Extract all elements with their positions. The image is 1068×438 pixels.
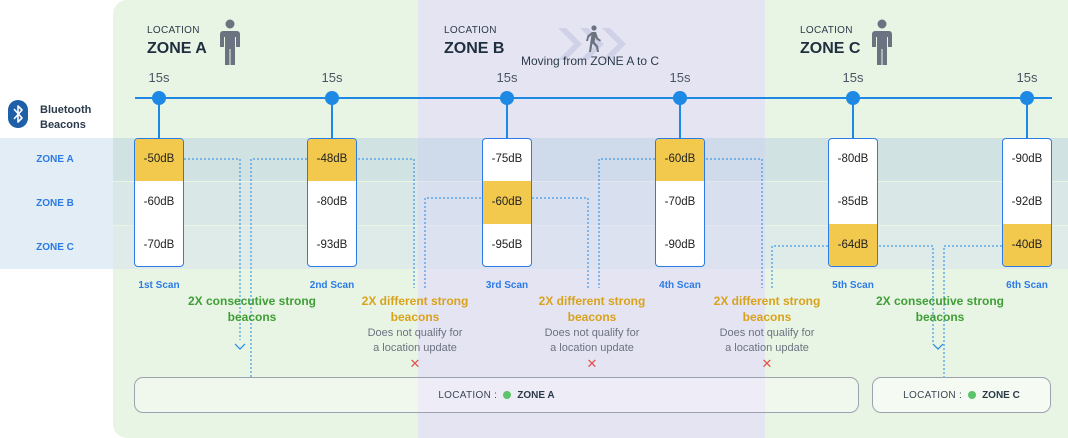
scan-box: -90dB -92dB -40dB bbox=[1002, 138, 1052, 267]
scan-box: -48dB -80dB -93dB bbox=[307, 138, 357, 267]
zone-b-title: ZONE B bbox=[444, 40, 505, 57]
scan-label: 4th Scan bbox=[659, 280, 701, 291]
scan-label: 2nd Scan bbox=[309, 280, 355, 291]
result-box-zone-c: LOCATION : ZONE C bbox=[872, 377, 1051, 413]
beacons-label-line2: Beacons bbox=[40, 119, 86, 131]
signal-cell: -90dB bbox=[1011, 153, 1043, 165]
result-zone: ZONE A bbox=[517, 389, 555, 401]
chevron-down-icon bbox=[234, 343, 246, 350]
row-label-zone-a: ZONE A bbox=[36, 154, 74, 165]
strong-signal-cell: -64dB bbox=[829, 224, 877, 266]
note-different-2-line1: 2X different strong bbox=[538, 294, 646, 308]
timeline-dot bbox=[325, 91, 339, 105]
row-label-band bbox=[0, 138, 113, 269]
timeline-dot bbox=[152, 91, 166, 105]
signal-cell: -90dB bbox=[664, 239, 696, 251]
note-consecutive-a-line2: beacons bbox=[227, 310, 277, 324]
scan-stem bbox=[331, 98, 333, 138]
note-different-3-line1: 2X different strong bbox=[713, 294, 821, 308]
timeline-dot bbox=[500, 91, 514, 105]
note-noqualify-3-line1: Does not qualify for bbox=[719, 327, 815, 339]
person-standing-icon bbox=[872, 19, 892, 65]
strong-signal-cell: -48dB bbox=[308, 139, 356, 181]
scan-box: -60dB -70dB -90dB bbox=[655, 138, 705, 267]
scan-stem bbox=[852, 98, 854, 138]
note-noqualify-3-line2: a location update bbox=[725, 342, 809, 354]
note-different-1-line1: 2X different strong bbox=[361, 294, 469, 308]
note-noqualify-2-line2: a location update bbox=[550, 342, 634, 354]
signal-cell: -75dB bbox=[491, 153, 523, 165]
zone-b-location-label: LOCATION bbox=[444, 25, 497, 36]
row-label-zone-c: ZONE C bbox=[36, 242, 74, 253]
note-consecutive-c-line1: 2X consecutive strong bbox=[875, 294, 1005, 308]
scan-stem bbox=[1026, 98, 1028, 138]
moving-text: Moving from ZONE A to C bbox=[521, 54, 660, 68]
close-icon: ✕ bbox=[586, 356, 598, 371]
scan-label: 3rd Scan bbox=[485, 280, 529, 291]
person-walking-icon bbox=[586, 25, 601, 52]
chevron-down-icon bbox=[932, 343, 944, 350]
timeline-dot bbox=[1020, 91, 1034, 105]
timeline-dot bbox=[673, 91, 687, 105]
zone-a-title: ZONE A bbox=[147, 40, 207, 57]
interval-label: 15s bbox=[842, 70, 864, 85]
signal-cell: -70dB bbox=[664, 196, 696, 208]
note-consecutive-a-line1: 2X consecutive strong bbox=[187, 294, 317, 308]
signal-cell: -80dB bbox=[316, 196, 348, 208]
timeline-dot bbox=[846, 91, 860, 105]
scan-stem bbox=[679, 98, 681, 138]
timeline-line bbox=[135, 97, 1052, 99]
scan-label: 6th Scan bbox=[1006, 280, 1048, 291]
interval-label: 15s bbox=[1016, 70, 1038, 85]
zone-c-location-label: LOCATION bbox=[800, 25, 853, 36]
interval-label: 15s bbox=[496, 70, 518, 85]
scan-label: 5th Scan bbox=[832, 280, 874, 291]
person-standing-icon bbox=[220, 19, 240, 65]
note-different-1-line2: beacons bbox=[390, 310, 440, 324]
signal-cell: -70dB bbox=[143, 239, 175, 251]
beacons-label-line1: Bluetooth bbox=[40, 104, 92, 116]
interval-label: 15s bbox=[321, 70, 343, 85]
result-label: LOCATION : bbox=[438, 389, 498, 401]
status-dot bbox=[968, 391, 977, 399]
note-consecutive-c-line2: beacons bbox=[915, 310, 965, 324]
interval-label: 15s bbox=[669, 70, 691, 85]
scan-stem bbox=[506, 98, 508, 138]
strong-signal-cell: -60dB bbox=[483, 181, 531, 224]
close-icon: ✕ bbox=[409, 356, 421, 371]
note-noqualify-2-line1: Does not qualify for bbox=[544, 327, 640, 339]
signal-cell: -80dB bbox=[837, 153, 869, 165]
scan-box: -80dB -85dB -64dB bbox=[828, 138, 878, 267]
scan-stem bbox=[158, 98, 160, 138]
strong-signal-cell: -60dB bbox=[656, 139, 704, 181]
zone-b-background bbox=[418, 0, 765, 438]
row-label-zone-b: ZONE B bbox=[36, 198, 74, 209]
signal-cell: -85dB bbox=[837, 196, 869, 208]
interval-label: 15s bbox=[148, 70, 170, 85]
zone-c-title: ZONE C bbox=[800, 40, 861, 57]
close-icon: ✕ bbox=[761, 356, 773, 371]
note-noqualify-1-line1: Does not qualify for bbox=[367, 327, 463, 339]
signal-cell: -95dB bbox=[491, 239, 523, 251]
strong-signal-cell: -40dB bbox=[1003, 224, 1051, 266]
scan-box: -50dB -60dB -70dB bbox=[134, 138, 184, 267]
signal-cell: -60dB bbox=[143, 196, 175, 208]
scan-label: 1st Scan bbox=[138, 280, 180, 291]
signal-cell: -93dB bbox=[316, 239, 348, 251]
result-zone: ZONE C bbox=[982, 389, 1020, 401]
result-label: LOCATION : bbox=[903, 389, 963, 401]
note-noqualify-1-line2: a location update bbox=[373, 342, 457, 354]
result-box-zone-a: LOCATION : ZONE A bbox=[134, 377, 859, 413]
bluetooth-icon bbox=[8, 100, 28, 128]
note-different-2-line2: beacons bbox=[567, 310, 617, 324]
zone-a-location-label: LOCATION bbox=[147, 25, 200, 36]
signal-cell: -92dB bbox=[1011, 196, 1043, 208]
status-dot bbox=[503, 391, 512, 399]
scan-box: -75dB -60dB -95dB bbox=[482, 138, 532, 267]
note-different-3-line2: beacons bbox=[742, 310, 792, 324]
strong-signal-cell: -50dB bbox=[135, 139, 183, 181]
